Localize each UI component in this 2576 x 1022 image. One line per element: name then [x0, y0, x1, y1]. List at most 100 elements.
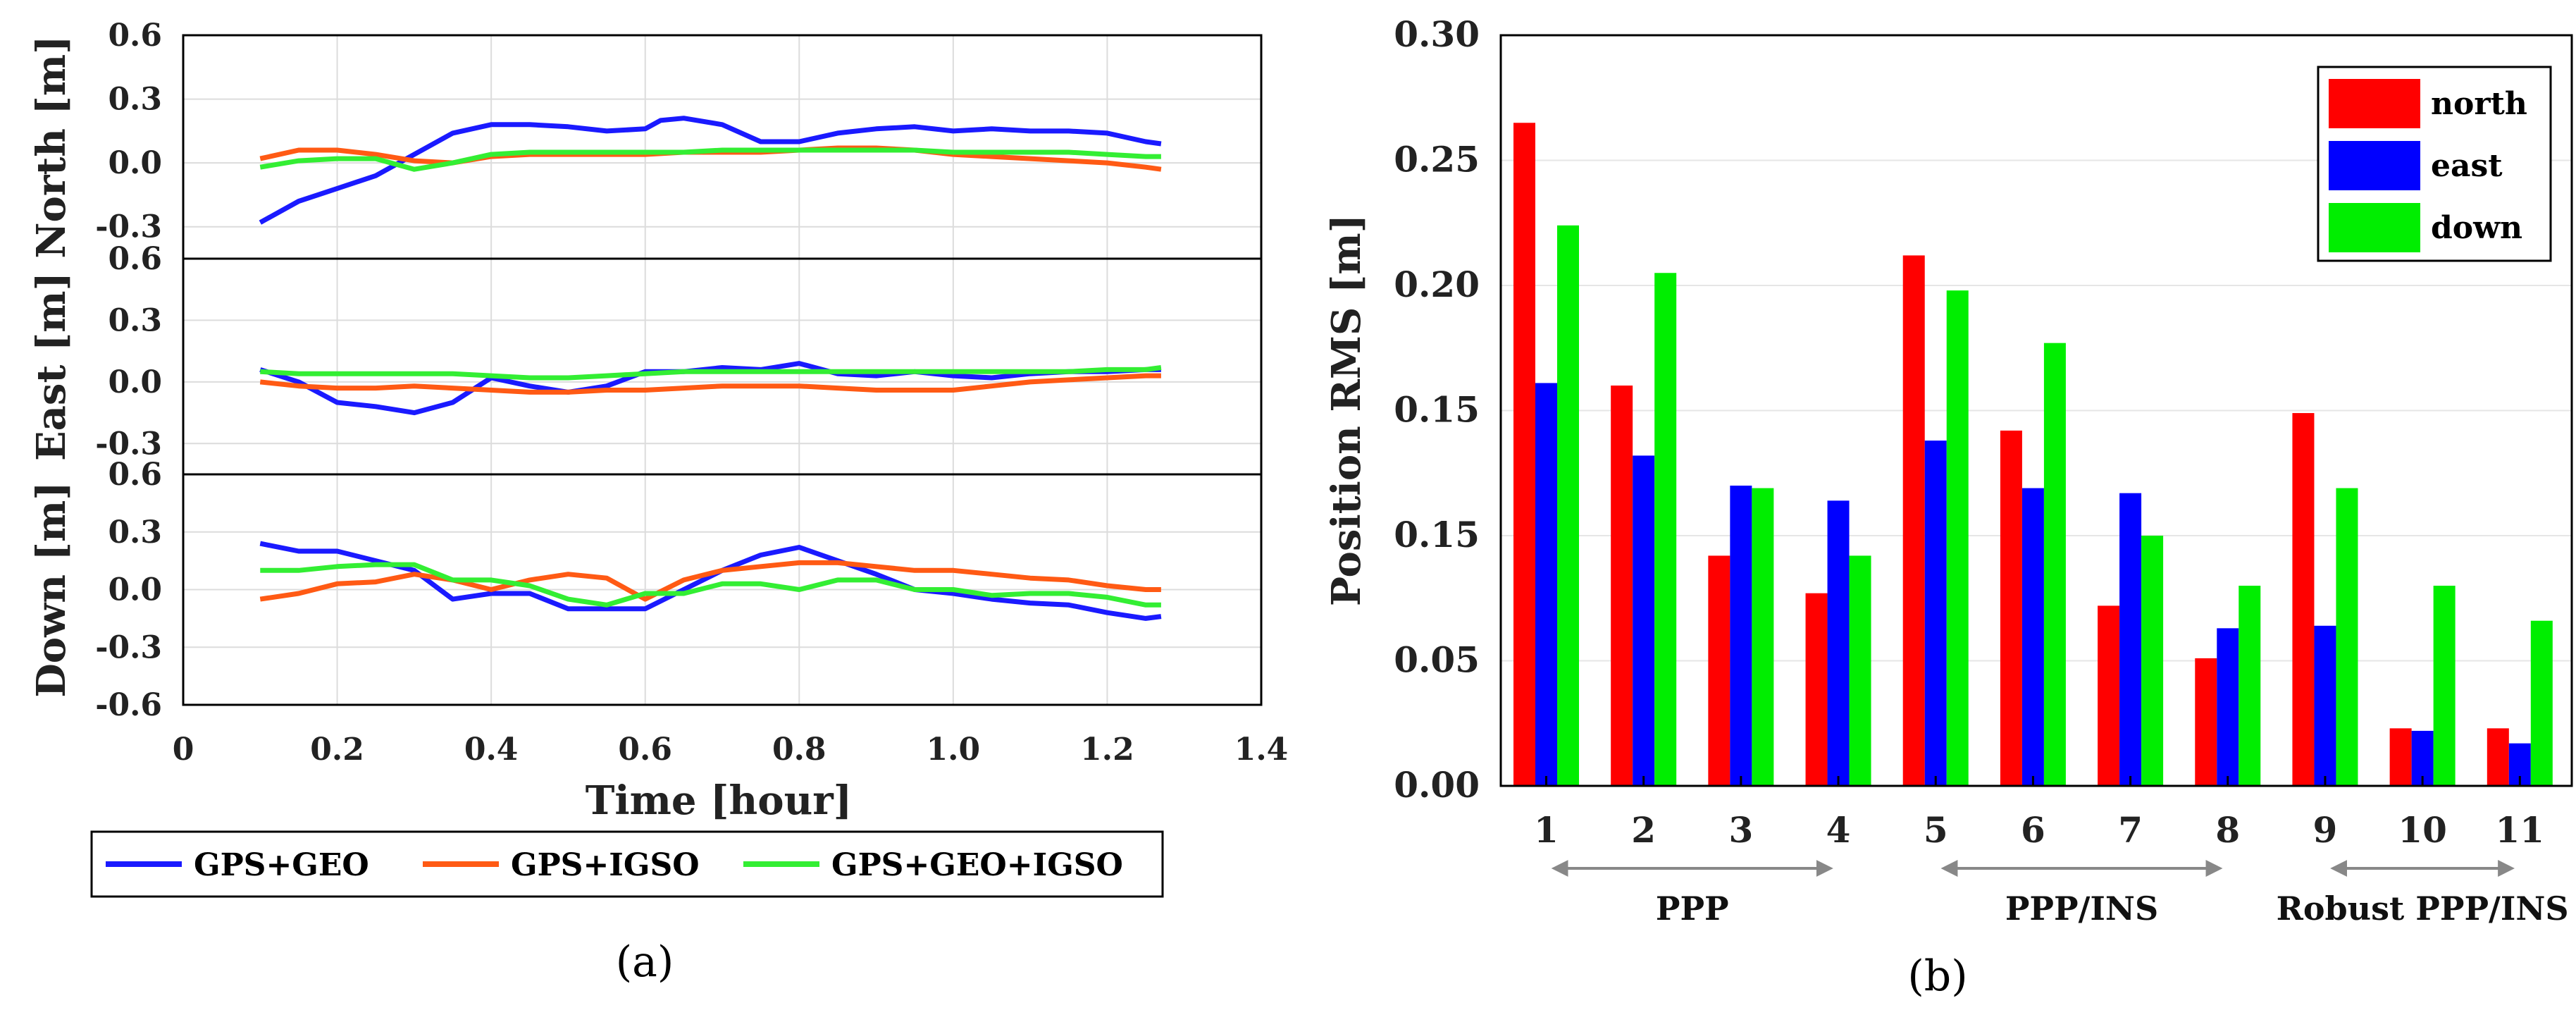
y-tick-label: 0.6	[108, 241, 162, 277]
bar-north-7	[2098, 605, 2120, 786]
y-tick-label: 0.6	[108, 18, 162, 54]
bar-down-2	[1654, 273, 1677, 786]
group-label-ppp: PPP	[1656, 889, 1729, 928]
series-line-gps-igso	[259, 373, 1161, 395]
y-tick-label: 0.0	[108, 364, 162, 400]
legend-b-swatch-east	[2329, 141, 2420, 190]
series-line-gps-geo-igso	[260, 562, 1161, 608]
bar-east-8	[2217, 628, 2239, 786]
x-tick-label: 11	[2496, 809, 2545, 851]
plot-frame-b	[1499, 34, 2573, 787]
y-tick-label: 0.15	[1394, 389, 1480, 431]
bar-down-10	[2433, 586, 2456, 786]
bar-north-9	[2292, 413, 2315, 786]
panel-a-line-charts: 0.6 0.3 0.0 -0.3 North [m] 0.6 0.3 0.0 -0.3 East …	[28, 18, 1288, 987]
legend-a-frame	[90, 830, 1164, 898]
panel-a-label: (a)	[616, 937, 674, 987]
x-axis-ticks-a: 0 0.2 0.4 0.6 0.8 1.0 1.2 1.4	[173, 732, 1289, 768]
bar-north-8	[2195, 658, 2217, 786]
bar-down-7	[2141, 536, 2164, 786]
bar-north-4	[1805, 593, 1828, 786]
x-tick-label: 0.4	[464, 732, 519, 768]
bar-north-11	[2487, 728, 2509, 786]
y-tick-label: 0.15	[1394, 514, 1480, 555]
x-tick-label: 1.4	[1234, 732, 1289, 768]
bar-down-11	[2530, 620, 2553, 786]
bar-east-2	[1633, 455, 1655, 786]
y-tick-label: -0.3	[95, 426, 162, 462]
y-tick-label: -0.3	[95, 209, 162, 245]
group-label-robust-ppp-ins: Robust PPP/INS	[2277, 889, 2569, 928]
x-tick-label: 4	[1826, 809, 1851, 851]
x-tick-label: 0.6	[618, 732, 672, 768]
x-tick-label: 6	[2021, 809, 2045, 851]
legend-b-swatch-down	[2329, 203, 2420, 252]
series-line-gps-geo	[259, 541, 1162, 621]
y-tick-label: 0.0	[108, 145, 162, 181]
group-label-ppp-ins: PPP/INS	[2005, 889, 2158, 928]
bar-east-4	[1827, 500, 1850, 786]
panel-b-bar-chart: 0.00 0.05 0.15 0.15 0.20 0.25 0.30 1 2 3 4 5 6 7 8 9 10…	[1323, 13, 2573, 1001]
legend-b-label-north: north	[2431, 86, 2527, 122]
series-line-gps-geo-igso	[260, 365, 1162, 381]
bar-down-4	[1849, 555, 1871, 786]
x-tick-label: 1.2	[1080, 732, 1134, 768]
bar-north-2	[1611, 386, 1633, 786]
series-line-gps-geo	[259, 116, 1162, 225]
y-tick-label: 0.3	[108, 302, 162, 338]
y-tick-label: 0.3	[108, 515, 162, 550]
y-tick-label: 0.0	[108, 572, 162, 608]
y-tick-label: 0.30	[1394, 13, 1480, 55]
x-tick-label: 0.8	[772, 732, 826, 768]
y-tick-label: 0.00	[1394, 764, 1480, 806]
bar-east-5	[1924, 441, 1947, 786]
legend-a-label-gps-igso: GPS+IGSO	[511, 847, 700, 883]
x-tick-label: 0.2	[310, 732, 364, 768]
y-tick-label: 0.3	[108, 82, 162, 118]
y-axis-ticks-b: 0.00 0.05 0.15 0.15 0.20 0.25 0.30	[1394, 13, 1480, 806]
x-tick-label: 9	[2313, 809, 2338, 851]
legend-b-label-down: down	[2431, 210, 2522, 246]
bar-down-6	[2043, 343, 2066, 786]
bar-north-6	[2000, 430, 2022, 786]
y-tick-label: 0.05	[1394, 639, 1480, 681]
x-axis-ticks-b: 1 2 3 4 5 6 7 8 9 10 11	[1534, 776, 2544, 851]
bar-down-8	[2238, 586, 2261, 786]
x-axis-label-a: Time [hour]	[586, 777, 853, 824]
legend-a-label-gps-geo-igso: GPS+GEO+IGSO	[831, 847, 1123, 883]
subplot-east-m: 0.6 0.3 0.0 -0.3 East [m]	[28, 241, 1263, 476]
x-tick-label: 3	[1728, 809, 1753, 851]
y-axis-label-east-m: East [m]	[28, 272, 75, 461]
legend-a: GPS+GEO GPS+IGSO GPS+GEO+IGSO	[90, 830, 1164, 898]
bar-east-3	[1730, 486, 1752, 786]
legend-a-label-gps-geo: GPS+GEO	[194, 847, 369, 883]
x-tick-label: 2	[1631, 809, 1656, 851]
bar-east-9	[2314, 625, 2336, 786]
x-tick-label: 10	[2398, 809, 2447, 851]
bar-north-1	[1513, 123, 1535, 786]
bar-north-10	[2389, 728, 2412, 786]
y-axis-label-b: Position RMS [m]	[1323, 214, 1370, 606]
bars-b	[1513, 123, 2553, 787]
y-tick-label: 0.25	[1394, 139, 1480, 180]
subplots-a: 0.6 0.3 0.0 -0.3 North [m] 0.6 0.3 0.0 -0.3 East …	[28, 18, 1263, 723]
bar-east-1	[1535, 383, 1557, 786]
legend-b: north east down	[2317, 66, 2552, 262]
bar-east-6	[2021, 488, 2044, 786]
x-tick-label: 1	[1534, 809, 1559, 851]
y-tick-label: -0.3	[95, 629, 162, 665]
x-tick-label: 7	[2118, 809, 2143, 851]
x-tick-label: 8	[2215, 809, 2240, 851]
y-tick-label: 0.6	[108, 457, 162, 493]
bar-north-5	[1902, 255, 1925, 786]
legend-b-label-east: east	[2431, 148, 2503, 184]
series-line-gps-geo-igso	[259, 147, 1161, 172]
subplot-frame	[182, 473, 1263, 706]
x-tick-label: 5	[1924, 809, 1948, 851]
subplot-frame	[182, 34, 1263, 260]
y-axis-label-down-m: Down [m]	[28, 481, 75, 698]
subplot-down-m: 0.6 0.3 0.0 -0.3 -0.6 Down [m]	[28, 457, 1263, 723]
y-tick-label-bottom: -0.6	[95, 687, 162, 723]
panel-b-label: (b)	[1907, 952, 1967, 1001]
